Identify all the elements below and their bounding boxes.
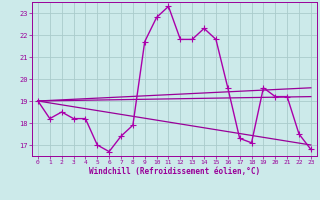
X-axis label: Windchill (Refroidissement éolien,°C): Windchill (Refroidissement éolien,°C): [89, 167, 260, 176]
